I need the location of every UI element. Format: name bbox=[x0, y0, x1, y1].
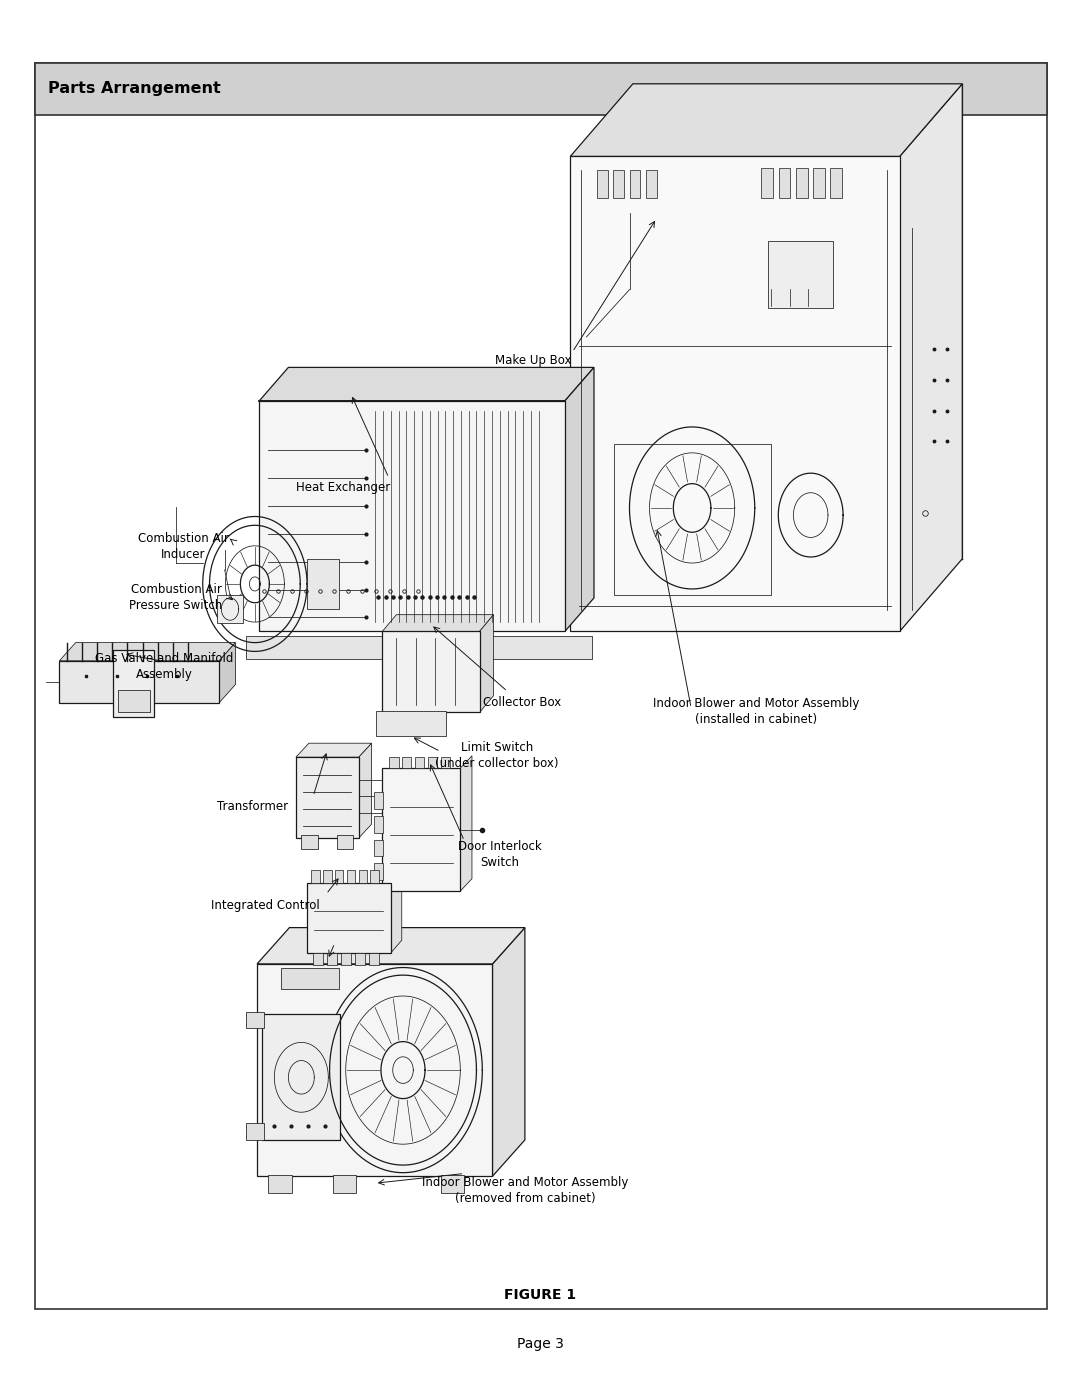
Polygon shape bbox=[391, 870, 402, 953]
Text: Indoor Blower and Motor Assembly
(removed from cabinet): Indoor Blower and Motor Assembly (remove… bbox=[421, 1176, 629, 1204]
Text: Combustion Air
Inducer: Combustion Air Inducer bbox=[138, 532, 229, 560]
Bar bbox=[313, 953, 323, 965]
Bar bbox=[311, 870, 320, 883]
Bar bbox=[382, 631, 480, 712]
Bar bbox=[374, 792, 383, 809]
Polygon shape bbox=[257, 928, 525, 964]
Polygon shape bbox=[359, 743, 372, 838]
Bar bbox=[268, 1175, 292, 1193]
Bar bbox=[359, 870, 367, 883]
Bar bbox=[779, 168, 791, 198]
Bar bbox=[217, 595, 243, 623]
Polygon shape bbox=[492, 928, 525, 1176]
Bar bbox=[374, 840, 383, 856]
Bar bbox=[335, 870, 343, 883]
Bar bbox=[113, 650, 154, 717]
Polygon shape bbox=[480, 615, 494, 712]
Bar bbox=[597, 170, 608, 198]
Bar bbox=[382, 768, 460, 891]
Bar bbox=[118, 690, 150, 712]
Polygon shape bbox=[900, 84, 962, 631]
Bar bbox=[768, 242, 833, 309]
Text: Integrated Control: Integrated Control bbox=[212, 898, 320, 912]
Bar bbox=[259, 401, 565, 631]
Bar bbox=[347, 870, 355, 883]
Bar bbox=[761, 168, 773, 198]
Bar bbox=[59, 661, 219, 703]
Bar bbox=[262, 1014, 340, 1140]
Bar bbox=[355, 953, 365, 965]
Bar bbox=[333, 1175, 356, 1193]
Polygon shape bbox=[570, 84, 962, 156]
Text: Door Interlock
Switch: Door Interlock Switch bbox=[458, 841, 542, 869]
Bar bbox=[374, 863, 383, 880]
Text: Collector Box: Collector Box bbox=[483, 696, 561, 710]
Bar bbox=[646, 170, 657, 198]
Text: Limit Switch
(under collector box): Limit Switch (under collector box) bbox=[435, 742, 558, 770]
Bar bbox=[415, 757, 424, 768]
Bar bbox=[296, 757, 359, 838]
Polygon shape bbox=[259, 367, 594, 401]
Bar bbox=[370, 870, 379, 883]
Bar bbox=[307, 559, 339, 609]
Polygon shape bbox=[59, 643, 235, 661]
Text: Heat Exchanger: Heat Exchanger bbox=[296, 481, 391, 495]
Polygon shape bbox=[565, 367, 594, 631]
Bar bbox=[402, 757, 411, 768]
Bar bbox=[369, 953, 379, 965]
Bar bbox=[337, 835, 353, 849]
Polygon shape bbox=[35, 63, 1047, 115]
Text: Indoor Blower and Motor Assembly
(installed in cabinet): Indoor Blower and Motor Assembly (instal… bbox=[652, 697, 860, 725]
Polygon shape bbox=[246, 636, 592, 659]
Bar bbox=[246, 1011, 264, 1028]
Bar bbox=[301, 835, 318, 849]
Text: Gas Valve and Manifold
Assembly: Gas Valve and Manifold Assembly bbox=[95, 652, 233, 680]
Text: Parts Arrangement: Parts Arrangement bbox=[48, 81, 220, 96]
Bar bbox=[630, 170, 640, 198]
Bar bbox=[257, 964, 492, 1176]
Text: Page 3: Page 3 bbox=[516, 1337, 564, 1351]
Bar bbox=[307, 883, 391, 953]
Bar bbox=[813, 168, 825, 198]
Bar bbox=[441, 1175, 464, 1193]
Bar bbox=[570, 156, 900, 631]
Bar bbox=[374, 816, 383, 833]
Bar bbox=[341, 953, 351, 965]
Bar bbox=[327, 953, 337, 965]
Text: Combustion Air
Pressure Switch: Combustion Air Pressure Switch bbox=[130, 584, 222, 612]
Bar bbox=[796, 168, 808, 198]
Text: Make Up Box: Make Up Box bbox=[496, 353, 571, 367]
Text: FIGURE 1: FIGURE 1 bbox=[504, 1288, 576, 1302]
Bar bbox=[389, 757, 399, 768]
Polygon shape bbox=[219, 643, 235, 703]
Polygon shape bbox=[296, 743, 372, 757]
Bar bbox=[323, 870, 332, 883]
Polygon shape bbox=[460, 756, 472, 891]
Bar bbox=[441, 757, 450, 768]
Bar bbox=[428, 757, 437, 768]
Bar bbox=[613, 170, 624, 198]
Bar bbox=[831, 168, 842, 198]
Text: Transformer: Transformer bbox=[217, 799, 288, 813]
Bar bbox=[376, 711, 446, 736]
Bar bbox=[35, 63, 1047, 1309]
Bar bbox=[246, 1123, 264, 1140]
Polygon shape bbox=[382, 615, 494, 631]
Bar bbox=[281, 968, 339, 989]
Bar bbox=[615, 444, 771, 595]
